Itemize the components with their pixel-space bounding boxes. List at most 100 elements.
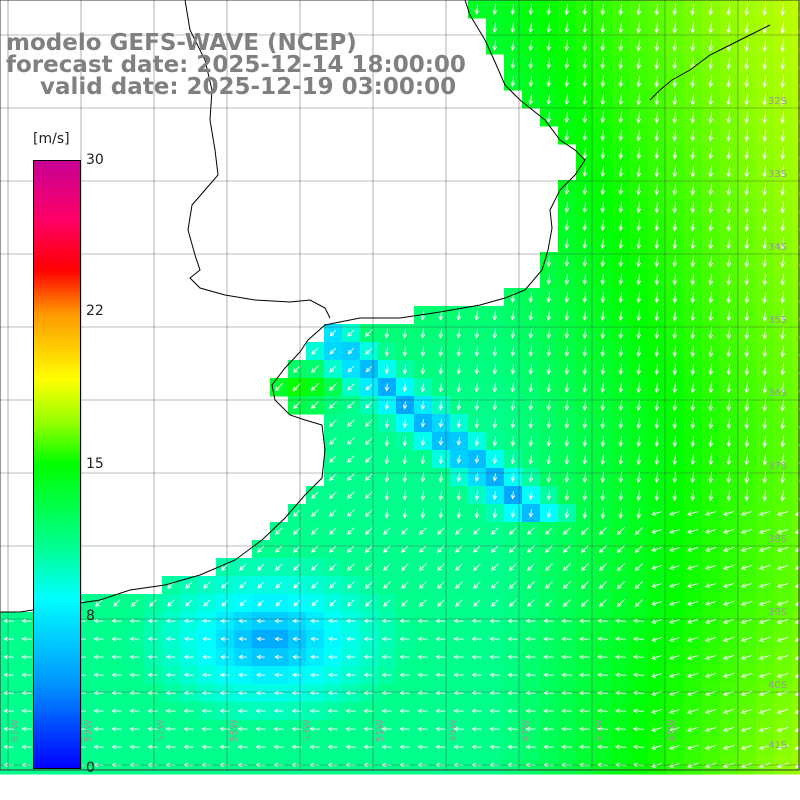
wind-arrow <box>600 111 606 124</box>
wind-arrow <box>614 636 627 642</box>
wind-arrow <box>401 599 409 607</box>
wind-arrow <box>598 581 607 590</box>
wind-arrow <box>239 599 247 607</box>
wind-arrow <box>93 672 104 678</box>
wind-arrow <box>669 528 681 534</box>
wind-arrow <box>762 75 767 88</box>
wind-arrow <box>794 511 800 516</box>
wind-arrow <box>579 690 591 696</box>
wind-arrow <box>723 528 735 534</box>
wind-arrow <box>690 237 696 250</box>
wind-arrow <box>780 399 786 412</box>
wind-arrow <box>507 708 518 714</box>
wind-arrow <box>794 691 800 696</box>
wind-arrow <box>582 400 588 411</box>
wind-arrow <box>618 219 624 232</box>
wind-arrow <box>129 744 140 750</box>
wind-arrow <box>165 672 176 678</box>
wind-arrow <box>744 93 749 106</box>
wind-arrow <box>704 708 717 714</box>
wind-arrow <box>636 75 642 88</box>
wind-arrow <box>399 618 410 624</box>
wind-arrow <box>546 508 552 519</box>
wind-cell <box>792 36 800 55</box>
wind-cell <box>792 522 800 541</box>
wind-cell <box>792 486 800 505</box>
wind-arrow <box>203 581 211 589</box>
wind-arrow <box>687 582 699 588</box>
wind-arrow <box>256 636 265 642</box>
wind-arrow <box>491 581 499 589</box>
wind-arrow <box>616 563 625 572</box>
wind-arrow <box>632 708 645 714</box>
wind-arrow <box>311 599 319 607</box>
wind-arrow <box>419 527 427 535</box>
wind-arrow <box>762 111 767 124</box>
wind-arrow <box>726 309 732 322</box>
wind-arrow <box>327 672 338 678</box>
wind-arrow <box>491 563 499 571</box>
wind-arrow <box>654 3 660 16</box>
wind-arrow <box>492 328 498 339</box>
wind-arrow <box>327 708 338 714</box>
wind-arrow <box>203 599 211 607</box>
wind-arrow <box>492 454 498 465</box>
wind-arrow <box>794 637 800 642</box>
wind-arrow <box>596 708 609 714</box>
wind-arrow <box>740 528 753 534</box>
wind-arrow <box>794 727 800 732</box>
wind-arrow <box>654 453 660 466</box>
wind-arrow <box>776 582 789 588</box>
wind-arrow <box>600 165 606 178</box>
wind-arrow <box>651 636 663 642</box>
wind-arrow <box>165 708 176 714</box>
wind-arrow <box>794 529 800 534</box>
wind-arrow <box>636 237 642 250</box>
wind-arrow <box>435 726 446 732</box>
wind-arrow <box>165 618 176 624</box>
wind-arrow <box>564 183 570 196</box>
wind-arrow <box>596 690 609 696</box>
lat-lon-grid <box>0 0 800 770</box>
wind-arrow <box>93 708 104 714</box>
wind-cell <box>792 126 800 145</box>
wind-arrow <box>740 636 753 642</box>
wind-arrow <box>365 401 373 409</box>
wind-arrow <box>600 273 606 286</box>
wind-arrow <box>723 564 735 570</box>
wind-arrow <box>471 636 482 642</box>
wind-arrow <box>273 726 284 732</box>
wind-arrow <box>219 744 230 750</box>
wind-arrow <box>579 744 591 750</box>
wind-arrow <box>327 654 338 660</box>
wind-arrow <box>417 744 428 750</box>
wind-cell <box>792 684 800 703</box>
wind-arrow <box>780 237 785 250</box>
wind-arrow <box>632 654 645 660</box>
wind-arrow <box>744 327 750 340</box>
wind-arrow <box>776 726 789 732</box>
wind-arrow <box>762 201 767 214</box>
wind-arrow <box>672 435 678 448</box>
wind-arrow <box>528 75 534 88</box>
wind-arrow <box>399 744 410 750</box>
wind-arrow <box>780 201 785 214</box>
wind-arrow <box>183 690 194 696</box>
wind-arrow <box>381 744 392 750</box>
wind-cell <box>792 18 800 37</box>
wind-arrow <box>255 726 266 732</box>
wind-arrow <box>669 546 681 552</box>
wind-arrow <box>634 545 643 554</box>
wind-arrow <box>562 581 571 590</box>
wind-arrow <box>762 255 767 268</box>
wind-arrow <box>329 563 337 571</box>
colorbar-tick-8: 8 <box>86 608 95 624</box>
wind-arrow <box>618 21 624 34</box>
wind-arrow <box>525 726 536 732</box>
wind-arrow <box>363 618 374 624</box>
wind-arrow <box>528 39 534 52</box>
wind-arrow <box>417 618 428 624</box>
wind-arrow <box>762 345 768 358</box>
wind-arrow <box>21 744 32 750</box>
wind-arrow <box>419 599 427 607</box>
